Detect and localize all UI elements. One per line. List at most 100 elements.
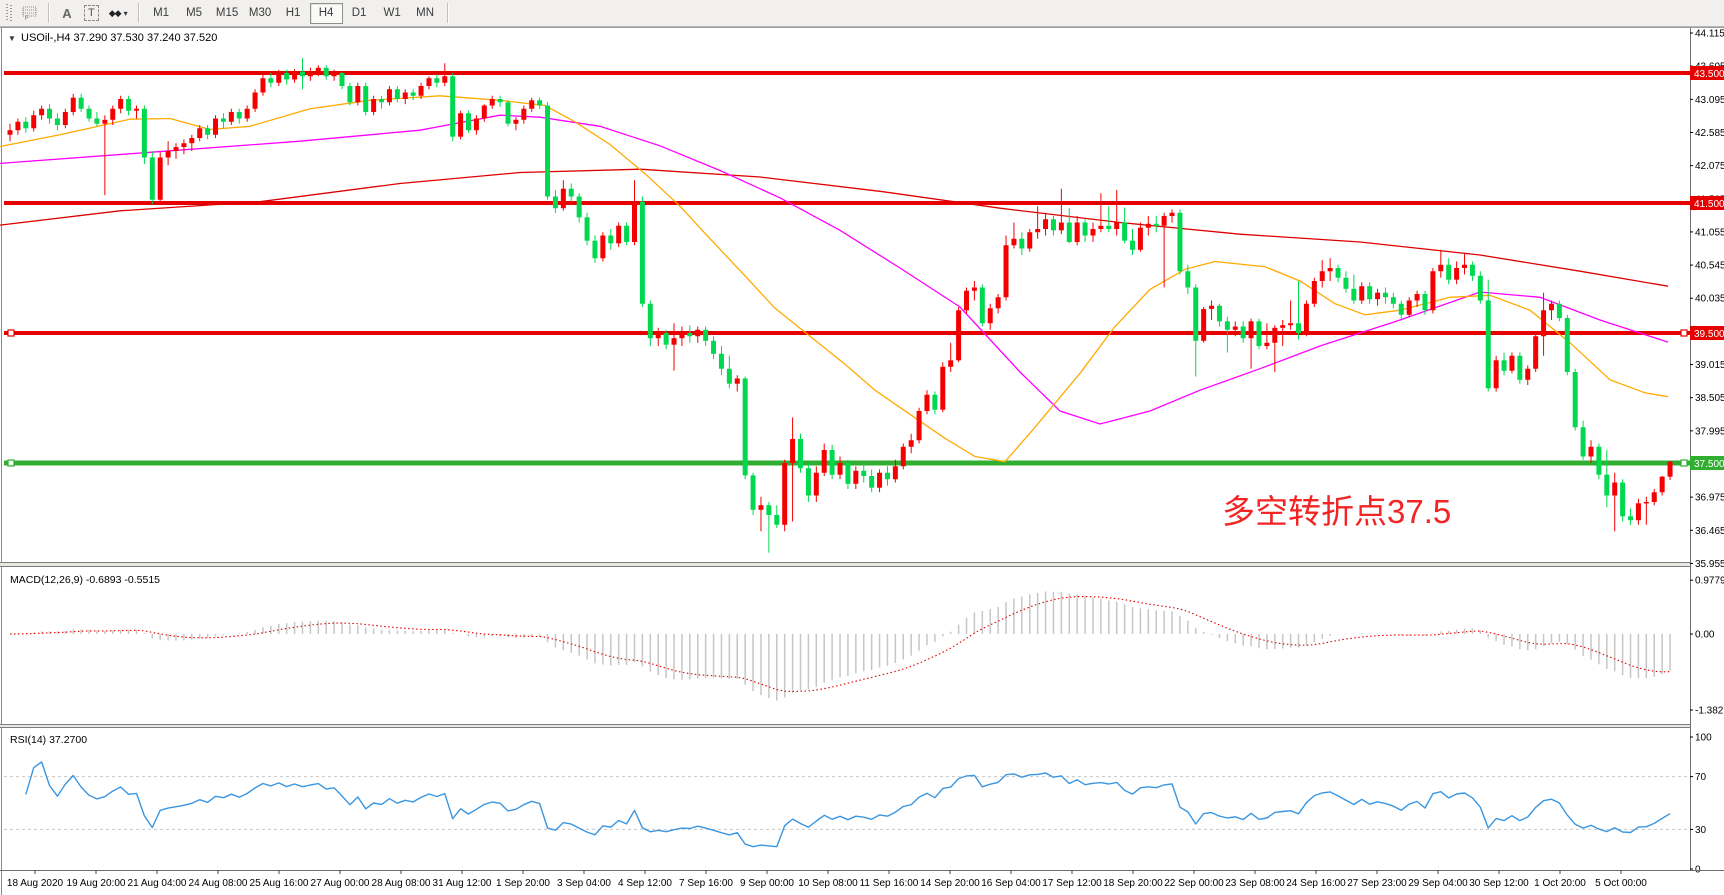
candle-body bbox=[639, 201, 645, 304]
candle-body bbox=[1122, 222, 1128, 241]
candle-body bbox=[537, 100, 543, 106]
tf-button-m1[interactable]: M1 bbox=[145, 3, 178, 24]
candle-body bbox=[473, 118, 479, 131]
chart-grid-button[interactable]: F bbox=[17, 3, 43, 24]
chevron-down-icon: ▾ bbox=[123, 8, 128, 18]
tf-button-h4[interactable]: H4 bbox=[309, 2, 343, 24]
candle-body bbox=[23, 121, 29, 129]
candle-body bbox=[126, 99, 132, 111]
candles-layer[interactable] bbox=[7, 58, 1673, 553]
candle-body bbox=[339, 73, 345, 86]
candle-body bbox=[1375, 292, 1381, 300]
grid-button-f-label: F bbox=[25, 16, 29, 20]
candle-body bbox=[813, 472, 819, 496]
candle-body bbox=[205, 128, 211, 135]
candle-body bbox=[568, 188, 574, 197]
price-axis-label: 36.975 bbox=[1695, 493, 1724, 504]
candle-body bbox=[1501, 360, 1507, 371]
candle-body bbox=[687, 333, 693, 337]
price-axis-label: 39.015 bbox=[1695, 360, 1724, 371]
candle-body bbox=[1572, 372, 1578, 428]
time-axis-label: 9 Sep 00:00 bbox=[740, 878, 794, 889]
candle-body bbox=[576, 196, 582, 218]
collapse-triangle-icon[interactable]: ▼ bbox=[8, 34, 16, 43]
price-axis-label: 36.465 bbox=[1695, 526, 1724, 537]
tf-button-d1[interactable]: D1 bbox=[343, 3, 376, 24]
candle-body bbox=[766, 505, 772, 515]
time-axis-label: 3 Sep 04:00 bbox=[557, 878, 611, 889]
level-line-handle[interactable] bbox=[1680, 459, 1688, 467]
candle-body bbox=[829, 450, 835, 475]
time-axis-label: 18 Sep 20:00 bbox=[1103, 878, 1163, 889]
macd-axis-label: 0.9779 bbox=[1695, 576, 1724, 587]
price-axis-label: 41.055 bbox=[1695, 227, 1724, 238]
pane-separator[interactable] bbox=[0, 562, 1724, 567]
candle-body bbox=[410, 92, 416, 96]
time-axis-label: 27 Aug 00:00 bbox=[311, 878, 370, 889]
textbox-tool-button[interactable]: T bbox=[79, 3, 104, 24]
candle-body bbox=[331, 73, 337, 77]
candle-body bbox=[1541, 310, 1547, 337]
time-axis-labels[interactable]: 18 Aug 2020 19 Aug 20:00 21 Aug 04:00 24 Au… bbox=[7, 870, 1647, 889]
text-label-tool-button[interactable]: A bbox=[55, 3, 79, 24]
textbox-icon: T bbox=[84, 5, 99, 21]
level-price-tag bbox=[1690, 66, 1724, 80]
candle-body bbox=[956, 310, 962, 361]
candle-body bbox=[1438, 264, 1444, 272]
tf-button-m15[interactable]: M15 bbox=[211, 3, 244, 24]
price-axis-label: 42.585 bbox=[1695, 128, 1724, 139]
time-axis-label: 28 Aug 08:00 bbox=[372, 878, 431, 889]
candle-body bbox=[1161, 216, 1167, 226]
tf-button-w1[interactable]: W1 bbox=[376, 3, 409, 24]
candle-body bbox=[1398, 303, 1404, 315]
candle-body bbox=[1256, 321, 1262, 346]
candle-body bbox=[884, 472, 890, 480]
candle-body bbox=[1493, 360, 1499, 389]
candle-body bbox=[442, 76, 448, 83]
candle-body bbox=[1153, 223, 1159, 226]
candle-body bbox=[236, 112, 242, 119]
candle-body bbox=[798, 438, 803, 469]
tf-button-mn[interactable]: MN bbox=[409, 3, 442, 24]
candle-body bbox=[157, 157, 163, 200]
price-axis-label: 37.995 bbox=[1695, 426, 1724, 437]
candle-body bbox=[853, 470, 859, 484]
candle-body bbox=[1232, 326, 1238, 330]
candle-body bbox=[1098, 225, 1104, 229]
pane-separator[interactable] bbox=[0, 724, 1724, 728]
level-line-handle[interactable] bbox=[1680, 329, 1688, 337]
candle-body bbox=[110, 108, 116, 120]
time-axis-label: 1 Sep 20:00 bbox=[496, 878, 550, 889]
rsi-indicator-label: RSI(14) 37.2700 bbox=[10, 734, 87, 746]
candle-body bbox=[1082, 222, 1088, 236]
chart-annotation-text[interactable]: 多空转折点37.5 bbox=[1222, 493, 1451, 530]
candle-body bbox=[1580, 427, 1586, 457]
price-axis[interactable] bbox=[1690, 28, 1724, 870]
tf-button-m5[interactable]: M5 bbox=[178, 3, 211, 24]
toolbar: F A T ◆◆ ▾ M1 M5 M15 M30 H1 H4 D1 W1 MN bbox=[0, 0, 1724, 27]
candle-body bbox=[695, 329, 701, 337]
candle-body bbox=[1462, 264, 1468, 268]
time-axis-label: 24 Aug 08:00 bbox=[189, 878, 248, 889]
candle-body bbox=[505, 102, 511, 124]
price-axis-label: 35.955 bbox=[1695, 559, 1724, 570]
level-line-handle[interactable] bbox=[7, 459, 15, 467]
tf-button-h1[interactable]: H1 bbox=[277, 3, 310, 24]
candle-body bbox=[1130, 240, 1136, 250]
arrows-tool-button[interactable]: ◆◆ ▾ bbox=[104, 3, 133, 24]
candle-body bbox=[1343, 277, 1349, 289]
level-price-tag bbox=[1690, 326, 1724, 340]
candle-body bbox=[671, 338, 677, 345]
toolbar-drag-handle[interactable] bbox=[6, 4, 12, 22]
tf-button-m30[interactable]: M30 bbox=[244, 3, 277, 24]
candle-body bbox=[1469, 264, 1475, 276]
text-label-icon: A bbox=[62, 5, 72, 21]
candle-body bbox=[1509, 355, 1515, 371]
price-axis-label: 43.095 bbox=[1695, 95, 1724, 106]
candle-body bbox=[805, 468, 811, 496]
level-line-handle[interactable] bbox=[7, 329, 15, 337]
candle-body bbox=[600, 235, 606, 259]
level-price-tag-label: 39.500 bbox=[1694, 329, 1724, 340]
time-axis-label: 19 Aug 20:00 bbox=[67, 878, 126, 889]
